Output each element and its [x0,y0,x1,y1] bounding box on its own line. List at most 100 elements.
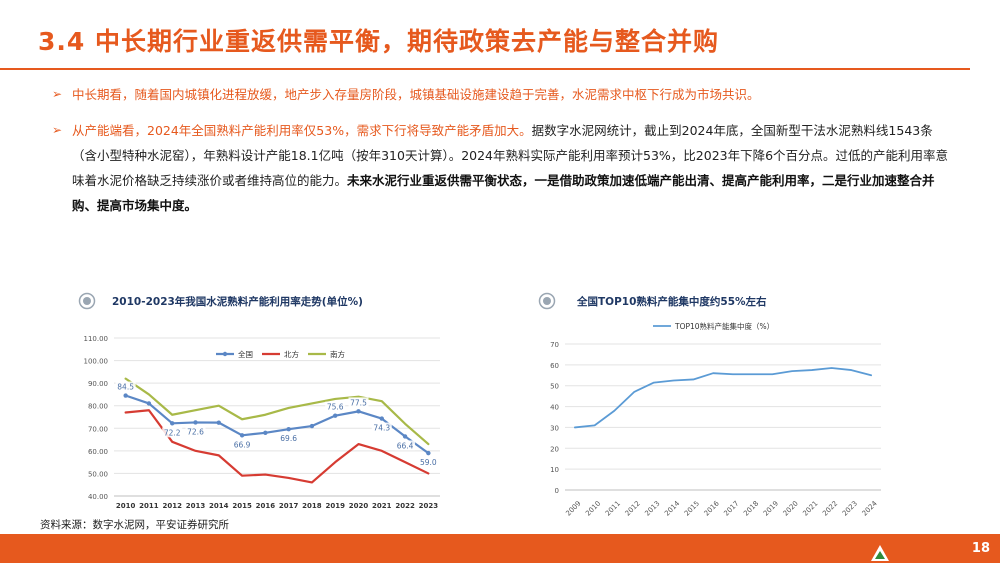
x-tick-label: 2015 [683,499,701,516]
bullet-2-highlight: 从产能端看，2024年全国熟料产能利用率仅53%，需求下行将导致产能矛盾加大。 [72,123,532,138]
x-tick-label: 2020 [349,502,369,510]
data-point [402,434,408,439]
data-label-bg [418,457,439,468]
x-tick-label: 2023 [841,499,859,516]
data-label-bg [278,433,299,444]
data-label-bg [348,397,369,408]
data-label-bg [185,426,206,437]
data-label: 69.6 [280,434,297,443]
title-divider [0,68,970,70]
data-label-bg [325,401,346,412]
bullet-1: ➢ 中长期看，随着国内城镇化进程放缓，地产步入存量房阶段，城镇基础设施建设趋于完… [52,82,952,107]
x-tick-label: 2010 [584,499,602,516]
y-tick-label: 50.00 [88,470,108,478]
bullet-2-normal: 据数字水泥网统计，截止到2024年底，全国新型干法水泥熟料线1543条（含小型特… [72,123,949,188]
legend-label: 南方 [330,349,345,359]
chart-bullet-icon [78,292,96,310]
x-tick-label: 2012 [624,499,642,516]
x-tick-label: 2012 [162,502,182,510]
chart-bullet-icon [538,292,556,310]
page-title: 3.4 中长期行业重返供需平衡，期待政策去产能与整合并购 [38,27,719,56]
data-point [239,433,245,438]
x-tick-label: 2017 [722,499,740,516]
x-tick-label: 2013 [186,502,206,510]
y-tick-label: 100.00 [84,358,109,366]
x-tick-label: 2017 [279,502,299,510]
data-label: 74.3 [373,424,390,433]
data-point [309,423,315,429]
x-tick-label: 2020 [782,499,800,516]
y-tick-label: 20 [550,445,559,453]
x-tick-label: 2022 [395,502,415,510]
series-line-1 [573,367,873,429]
x-tick-label: 2013 [643,499,661,516]
y-tick-label: 90.00 [88,380,108,388]
x-tick-label: 2022 [821,499,839,516]
x-tick-label: 2019 [762,499,780,516]
x-tick-label: 2015 [232,502,252,510]
chart-2-panel: 全国TOP10熟料产能集中度约55%左右 0 10 20 30 40 50 60 70 2009… [535,290,895,520]
data-label-bg [232,439,253,450]
data-point [426,450,431,456]
data-label: 75.6 [327,403,344,412]
x-tick-label: 2018 [742,499,760,516]
legend-label: TOP10熟料产能集中度（%） [674,321,774,331]
x-tick-label: 2010 [116,502,136,510]
data-point [216,420,221,425]
legend-marker [222,351,228,357]
data-label-bg [162,427,183,438]
x-tick-label: 2016 [703,499,722,516]
y-tick-label: 80.00 [88,403,108,411]
data-point [263,430,268,435]
series-line-1 [124,394,430,455]
data-label: 77.5 [350,398,367,407]
y-tick-label: 40.00 [88,493,108,501]
company-logo-icon [871,545,889,561]
series-line-3 [124,377,430,446]
legend-label: 北方 [284,349,299,359]
page-number: 18 [971,541,990,556]
data-label: 72.6 [187,427,204,436]
x-tick-label: 2018 [302,502,322,510]
x-tick-label: 2011 [604,499,622,516]
data-point [379,416,384,421]
x-tick-label: 2016 [256,502,276,510]
bullet-1-text: 中长期看，随着国内城镇化进程放缓，地产步入存量房阶段，城镇基础设施建设趋于完善，… [72,87,760,102]
source-note: 资料来源：数字水泥网，平安证券研究所 [40,519,229,531]
y-tick-label: 40 [550,404,559,412]
data-point [356,409,361,414]
x-tick-label: 2011 [139,502,159,510]
chart-1-plot: 40.00 50.00 60.00 70.00 80.00 90.00 100.00 110.… [84,335,440,510]
data-label-bg [115,381,136,392]
x-tick-label: 2014 [663,499,682,516]
data-point [193,420,198,425]
chart-2-title: 全国TOP10熟料产能集中度约55%左右 [577,296,767,308]
x-tick-label: 2024 [861,499,880,516]
chart-1-title: 2010-2023年我国水泥熟料产能利用率走势(单位%) [112,296,363,308]
bullet-2-bold: 未来水泥行业重返供需平衡状态，一是借助政策加速低端产能出清、提高产能利用率，二是… [72,173,935,213]
x-tick-label: 2014 [209,502,229,510]
y-tick-label: 60.00 [88,448,108,456]
footer-bar [0,534,1000,563]
data-point [333,413,338,418]
data-label: 72.2 [164,428,181,437]
data-label-bg [395,440,416,451]
x-tick-label: 2023 [419,502,439,510]
x-tick-label: 2019 [325,502,345,510]
y-tick-label: 0 [555,487,559,495]
data-point [286,426,291,432]
legend-label: 全国 [238,349,253,359]
x-tick-label: 2021 [801,499,819,516]
y-tick-label: 30 [550,424,559,432]
data-point [123,393,128,398]
y-tick-label: 50 [550,383,559,391]
y-tick-label: 70.00 [88,425,108,433]
data-label: 59.0 [420,458,437,467]
data-label: 66.4 [397,441,414,450]
y-tick-label: 10 [550,466,559,474]
x-tick-label: 2021 [372,502,392,510]
bullet-2: ➢ 从产能端看，2024年全国熟料产能利用率仅53%，需求下行将导致产能矛盾加大… [52,118,952,218]
data-point [170,421,175,426]
data-label: 66.9 [234,440,251,449]
